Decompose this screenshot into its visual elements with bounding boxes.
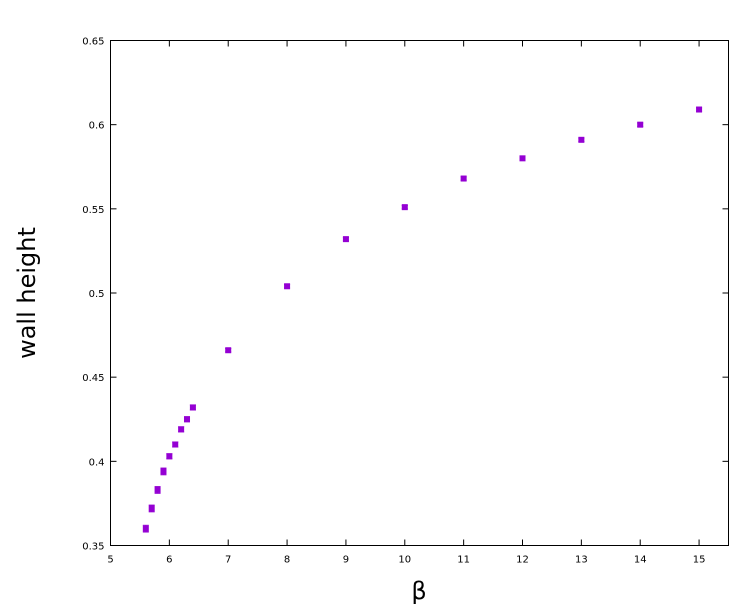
marker [172,441,179,448]
marker [696,106,703,113]
marker [148,505,155,512]
plot-frame [110,40,729,546]
data-point [519,155,526,162]
data-point [189,404,196,411]
y-tick-label: 0.65 [82,37,104,48]
data-point [154,486,161,494]
marker [578,136,585,143]
x-tick-label: 8 [284,555,290,566]
marker [154,486,161,493]
x-tick-label: 15 [693,555,706,566]
marker [342,236,349,243]
marker [142,525,149,532]
x-tick-label: 7 [225,555,231,566]
x-tick-label: 9 [343,555,349,566]
data-point [178,426,185,433]
marker [166,453,173,460]
marker [189,404,196,411]
marker [401,204,408,211]
marker [225,347,232,354]
marker [637,121,644,128]
data-point [184,416,191,423]
marker [284,283,291,290]
data-point [172,441,179,448]
y-tick-label: 0.55 [82,205,104,216]
data-point [142,524,149,533]
y-tick-label: 0.35 [82,542,104,553]
data-point [401,204,408,211]
x-tick-label: 5 [107,555,113,566]
x-tick-label: 10 [398,555,411,566]
y-tick-label: 0.5 [89,289,105,300]
marker [160,468,167,475]
data-point [460,175,467,182]
data-point [578,136,585,143]
marker [184,416,191,423]
x-tick-label: 11 [457,555,470,566]
data-point [160,467,167,476]
data-point [342,236,349,243]
data-point [696,106,703,113]
x-tick-label: 13 [575,555,588,566]
y-tick-label: 0.4 [89,457,105,468]
marker [178,426,185,433]
x-tick-label: 12 [516,555,529,566]
x-axis-label: β [411,577,426,605]
data-point [166,453,173,460]
marker [460,175,467,182]
marker [519,155,526,162]
data-point [637,121,644,128]
data-point [225,347,232,354]
x-tick-label: 14 [634,555,647,566]
x-tick-label: 6 [166,555,172,566]
data-point [148,504,155,513]
y-tick-label: 0.6 [89,121,105,132]
data-point [284,283,291,290]
y-tick-label: 0.45 [82,373,104,384]
y-axis-label: wall height [13,227,41,359]
